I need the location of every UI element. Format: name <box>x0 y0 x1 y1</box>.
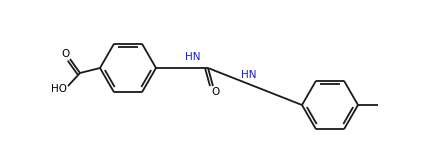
Text: HN: HN <box>185 52 201 62</box>
Text: HN: HN <box>241 69 257 80</box>
Text: O: O <box>212 87 220 97</box>
Text: HO: HO <box>51 84 67 94</box>
Text: O: O <box>61 49 69 59</box>
